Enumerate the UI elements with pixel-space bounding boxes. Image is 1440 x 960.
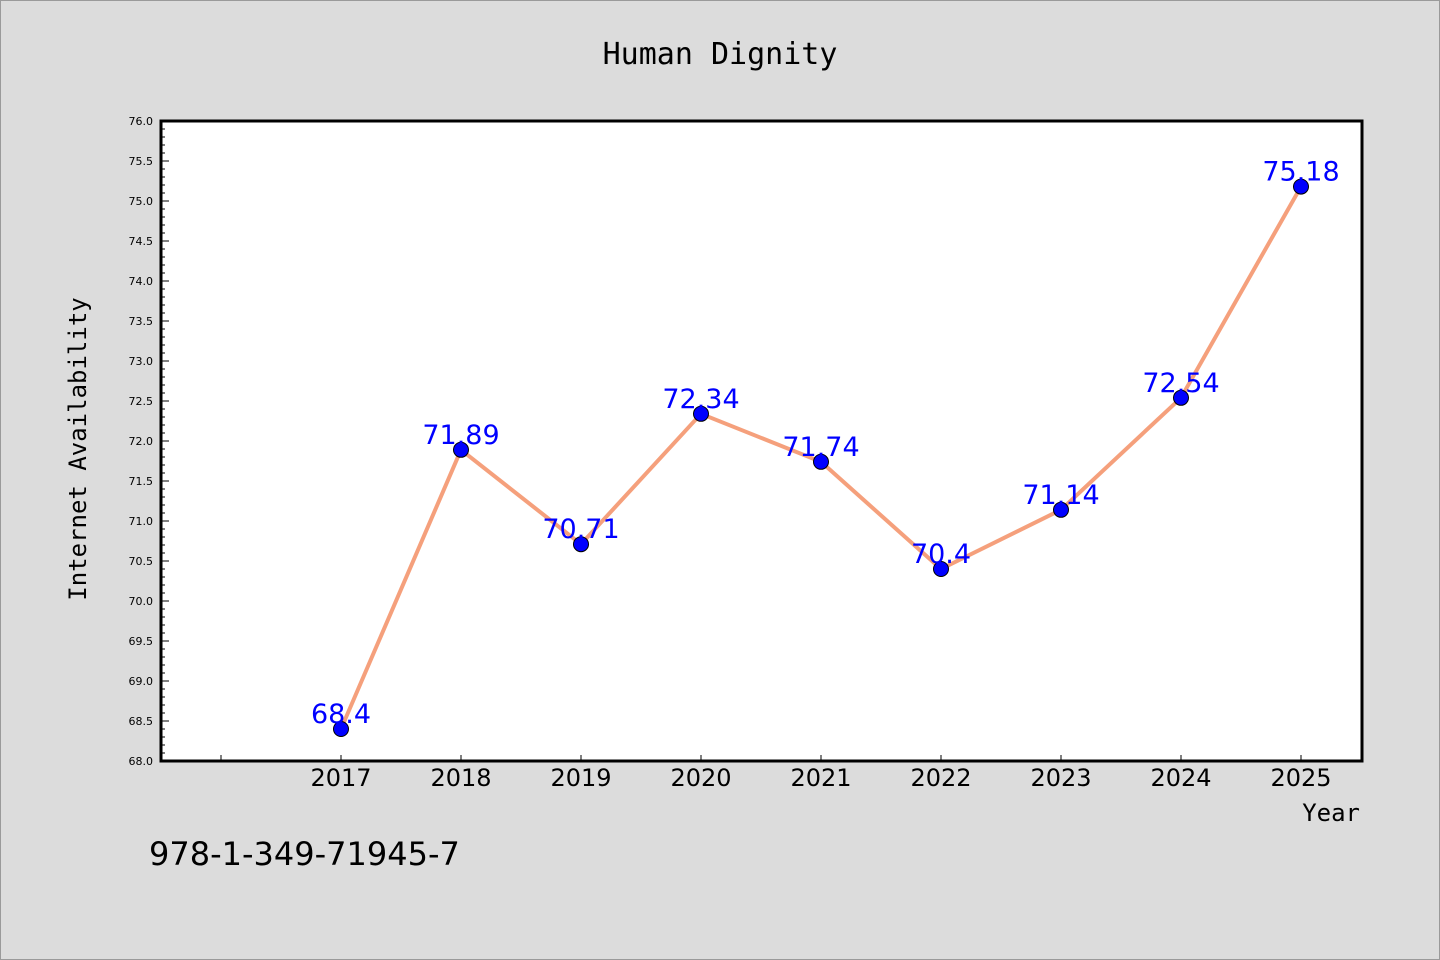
data-point <box>1173 389 1189 406</box>
y-tick-label: 73.5 <box>129 315 154 328</box>
y-axis-label: Internet Availability <box>64 297 92 600</box>
data-label: 70.71 <box>542 514 619 545</box>
y-tick-label: 69.5 <box>129 635 154 648</box>
x-tick-label: 2025 <box>1270 764 1331 792</box>
data-point <box>933 561 949 577</box>
data-label: 71.89 <box>422 420 499 451</box>
data-point <box>1293 178 1309 195</box>
data-label: 70.4 <box>911 539 971 570</box>
x-axis: 2017 2018 2019 2020 2021 2022 2023 2024 2025 <box>220 755 1332 792</box>
data-labels: 68.4 71.89 70.71 72.34 71.74 70.4 71.14 72.54 75… <box>311 157 1340 730</box>
y-tick-label: 70.0 <box>129 595 154 608</box>
data-point <box>573 536 589 553</box>
y-tick-label: 72.0 <box>129 435 154 448</box>
x-tick-label: 2020 <box>670 764 731 792</box>
x-tick-label: 2017 <box>310 764 371 792</box>
data-label: 71.74 <box>782 432 859 463</box>
y-tick-label: 72.5 <box>129 395 154 408</box>
plot-area <box>159 119 1364 763</box>
y-tick-label: 68.0 <box>129 755 154 768</box>
y-tick-label: 71.0 <box>129 515 154 528</box>
y-axis: 68.0 68.5 69.0 69.5 70.0 70.5 71.0 71.5 72.0 72.5… <box>129 115 169 768</box>
y-tick-label: 75.0 <box>129 195 154 208</box>
y-tick-label: 74.0 <box>129 275 154 288</box>
x-tick-label: 2018 <box>430 764 491 792</box>
y-tick-label: 76.0 <box>129 115 154 128</box>
data-label: 68.4 <box>311 699 371 730</box>
data-label: 72.54 <box>1142 368 1219 399</box>
data-points <box>333 178 1309 737</box>
chart-title: Human Dignity <box>603 37 838 72</box>
data-point <box>813 453 829 470</box>
x-tick-label: 2023 <box>1030 764 1091 792</box>
x-tick-label: 2021 <box>790 764 851 792</box>
x-tick-label: 2022 <box>910 764 971 792</box>
y-tick-label: 74.5 <box>129 235 154 248</box>
footer-code: 978-1-349-71945-7 <box>149 835 460 873</box>
x-axis-label: Year <box>1302 799 1360 827</box>
data-label: 75.18 <box>1262 157 1339 188</box>
y-tick-label: 73.0 <box>129 355 154 368</box>
data-point <box>1053 501 1069 518</box>
data-point <box>693 405 709 422</box>
data-label: 72.34 <box>662 384 739 415</box>
x-tick-label: 2024 <box>1150 764 1211 792</box>
y-tick-label: 68.5 <box>129 715 154 728</box>
data-label: 71.14 <box>1022 480 1099 511</box>
x-tick-label: 2019 <box>550 764 611 792</box>
y-tick-label: 71.5 <box>129 475 154 488</box>
y-tick-label: 69.0 <box>129 675 154 688</box>
y-tick-label: 75.5 <box>129 155 154 168</box>
y-tick-label: 70.5 <box>129 555 154 568</box>
data-point <box>453 441 469 458</box>
data-point <box>333 721 349 737</box>
